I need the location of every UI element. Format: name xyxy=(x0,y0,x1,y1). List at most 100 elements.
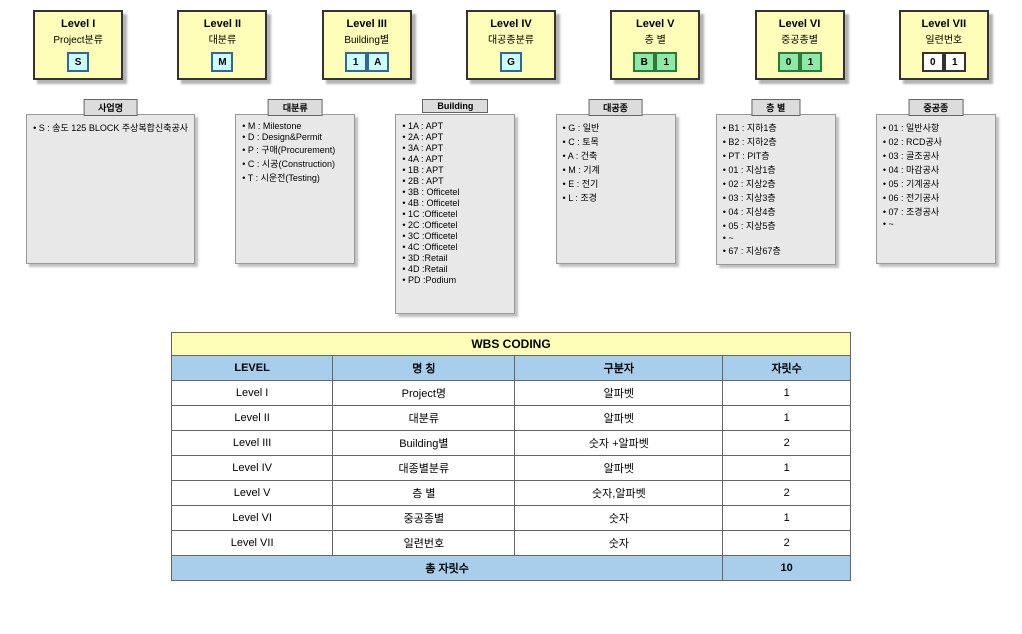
detail-item: 3B : Officetel xyxy=(402,187,508,197)
level-box-3: Level IIIBuilding별1A xyxy=(322,10,412,80)
detail-item: 4A : APT xyxy=(402,154,508,164)
table-cell: Level V xyxy=(172,481,333,506)
code-row: G xyxy=(478,52,544,72)
detail-item: 2C :Officetel xyxy=(402,220,508,230)
detail-item: 2A : APT xyxy=(402,132,508,142)
table-header-row: LEVEL명 칭구분자자릿수 xyxy=(172,356,851,381)
code-cell: 1 xyxy=(345,52,367,72)
detail-item: 3D :Retail xyxy=(402,253,508,263)
detail-item: M : 기계 xyxy=(563,163,669,176)
detail-item: S : 송도 125 BLOCK 주상복합신축공사 xyxy=(33,121,188,134)
detail-tag: 대분류 xyxy=(268,99,323,116)
detail-block-4: 대공종G : 일반C : 토목A : 건축M : 기계E : 전기L : 조경 xyxy=(556,114,676,264)
level-box-6: Level VI중공종별 01 xyxy=(755,10,845,80)
table-cell: 알파벳 xyxy=(515,381,723,406)
table-cell: 대종별분류 xyxy=(333,456,515,481)
code-row: 01 xyxy=(767,52,833,72)
level-title: Level IV xyxy=(478,18,544,30)
table-cell: 1 xyxy=(723,381,851,406)
detail-block-6: 중공종01 : 일반사항02 : RCD공사03 : 골조공사04 : 마감공사… xyxy=(876,114,996,264)
detail-block-1: 사업명S : 송도 125 BLOCK 주상복합신축공사 xyxy=(26,114,195,264)
detail-item: 01 : 일반사항 xyxy=(883,121,989,134)
code-row: S xyxy=(45,52,111,72)
level-subtitle: Project분류 xyxy=(45,31,111,46)
level-subtitle: 대공종분류 xyxy=(478,31,544,46)
detail-item: 03 : 골조공사 xyxy=(883,149,989,162)
table-row: Level II대분류알파벳1 xyxy=(172,406,851,431)
detail-item: L : 조경 xyxy=(563,191,669,204)
table-cell: Level IV xyxy=(172,456,333,481)
detail-item: G : 일반 xyxy=(563,121,669,134)
detail-item: 01 : 지상1층 xyxy=(723,163,829,176)
level-subtitle: 대분류 xyxy=(189,31,255,46)
detail-item: 07 : 조경공사 xyxy=(883,205,989,218)
detail-list: M : MilestoneD : Design&PermitP : 구매(Pro… xyxy=(242,121,348,184)
table-row: Level V층 별숫자,알파벳2 xyxy=(172,481,851,506)
level-title: Level II xyxy=(189,18,255,30)
detail-list: 1A : APT2A : APT3A : APT4A : APT1B : APT… xyxy=(402,121,508,285)
wbs-coding-table-wrap: WBS CODING LEVEL명 칭구분자자릿수 Level IProject… xyxy=(171,332,851,581)
code-cell: B xyxy=(633,52,655,72)
table-row: Level VII일련번호숫자2 xyxy=(172,531,851,556)
detail-item: 4B : Officetel xyxy=(402,198,508,208)
table-row: Level IProject명알파벳1 xyxy=(172,381,851,406)
table-cell: 2 xyxy=(723,481,851,506)
detail-tag: 사업명 xyxy=(83,99,138,116)
detail-block-5: 층 별B1 : 지하1층B2 : 지하2층PT : PIT층01 : 지상1층0… xyxy=(716,114,836,265)
code-cell: M xyxy=(211,52,233,72)
detail-item: 02 : 지상2층 xyxy=(723,177,829,190)
detail-list: B1 : 지하1층B2 : 지하2층PT : PIT층01 : 지상1층02 :… xyxy=(723,121,829,257)
code-row: B1 xyxy=(622,52,688,72)
table-cell: 1 xyxy=(723,456,851,481)
detail-item: 04 : 지상4층 xyxy=(723,205,829,218)
wbs-hierarchy: Level IProject분류SLevel II대분류MLevel IIIBu… xyxy=(10,10,1012,314)
code-cell: 0 xyxy=(922,52,944,72)
table-cell: Level VI xyxy=(172,506,333,531)
table-cell: 일련번호 xyxy=(333,531,515,556)
level-subtitle: 중공종별 xyxy=(767,31,833,46)
detail-list: G : 일반C : 토목A : 건축M : 기계E : 전기L : 조경 xyxy=(563,121,669,204)
table-header-cell: 구분자 xyxy=(515,356,723,381)
detail-block-3: Building1A : APT2A : APT3A : APT4A : APT… xyxy=(395,114,515,314)
connector-space xyxy=(10,84,1012,114)
level-title: Level III xyxy=(334,18,400,30)
level-box-2: Level II대분류 M xyxy=(177,10,267,80)
detail-item: A : 건축 xyxy=(563,149,669,162)
code-row: 1A xyxy=(334,52,400,72)
table-row: Level IV대종별분류알파벳1 xyxy=(172,456,851,481)
code-cell: A xyxy=(367,52,389,72)
detail-item: 02 : RCD공사 xyxy=(883,135,989,148)
level-boxes-row: Level IProject분류 S Level II대분류 M Level IIIBu… xyxy=(10,10,1012,80)
footer-total: 10 xyxy=(723,556,851,581)
table-cell: 숫자 xyxy=(515,506,723,531)
detail-item: 1B : APT xyxy=(402,165,508,175)
table-cell: 중공종별 xyxy=(333,506,515,531)
level-box-1: Level IProject분류 S xyxy=(33,10,123,80)
table-cell: 1 xyxy=(723,506,851,531)
detail-item: PT : PIT층 xyxy=(723,149,829,162)
level-subtitle: 층 별 xyxy=(622,31,688,46)
detail-item: 06 : 전기공사 xyxy=(883,191,989,204)
code-cell: 1 xyxy=(800,52,822,72)
detail-tag: 층 별 xyxy=(751,99,800,116)
level-title: Level VII xyxy=(911,18,977,30)
detail-item: T : 시운전(Testing) xyxy=(242,171,348,184)
detail-item: 67 : 지상67층 xyxy=(723,244,829,257)
wbs-coding-table: WBS CODING LEVEL명 칭구분자자릿수 Level IProject… xyxy=(171,332,851,581)
level-title: Level I xyxy=(45,18,111,30)
level-title: Level VI xyxy=(767,18,833,30)
detail-tag: 대공종 xyxy=(588,99,643,116)
detail-item: B1 : 지하1층 xyxy=(723,121,829,134)
detail-item: 4C :Officetel xyxy=(402,242,508,252)
table-cell: 2 xyxy=(723,531,851,556)
detail-item: ~ xyxy=(883,219,989,229)
table-cell: 숫자 +알파벳 xyxy=(515,431,723,456)
level-title: Level V xyxy=(622,18,688,30)
table-row: Level VI중공종별숫자1 xyxy=(172,506,851,531)
detail-item: 3A : APT xyxy=(402,143,508,153)
detail-item: 03 : 지상3층 xyxy=(723,191,829,204)
level-box-7: Level VII일련번호01 xyxy=(899,10,989,80)
code-cell: 0 xyxy=(778,52,800,72)
detail-item: B2 : 지하2층 xyxy=(723,135,829,148)
table-cell: 1 xyxy=(723,406,851,431)
